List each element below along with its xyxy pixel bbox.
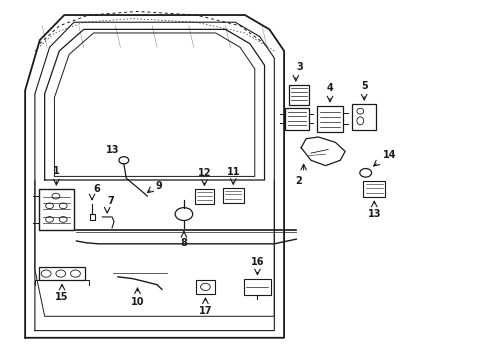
- Text: 16: 16: [251, 257, 264, 267]
- Text: 9: 9: [156, 181, 162, 192]
- Text: 11: 11: [226, 167, 240, 177]
- Text: 12: 12: [197, 168, 211, 178]
- Text: 13: 13: [368, 209, 381, 219]
- Text: 4: 4: [327, 83, 333, 93]
- Text: 3: 3: [296, 62, 303, 72]
- Text: 17: 17: [198, 306, 212, 315]
- Text: 2: 2: [295, 176, 302, 186]
- Text: 8: 8: [180, 238, 187, 248]
- Text: 5: 5: [361, 81, 368, 91]
- Text: 6: 6: [93, 184, 100, 194]
- Text: 10: 10: [131, 297, 144, 307]
- Text: 7: 7: [108, 196, 115, 206]
- Text: 15: 15: [55, 292, 69, 302]
- Text: 13: 13: [105, 144, 119, 154]
- Text: 1: 1: [53, 166, 60, 176]
- Text: 14: 14: [383, 150, 397, 160]
